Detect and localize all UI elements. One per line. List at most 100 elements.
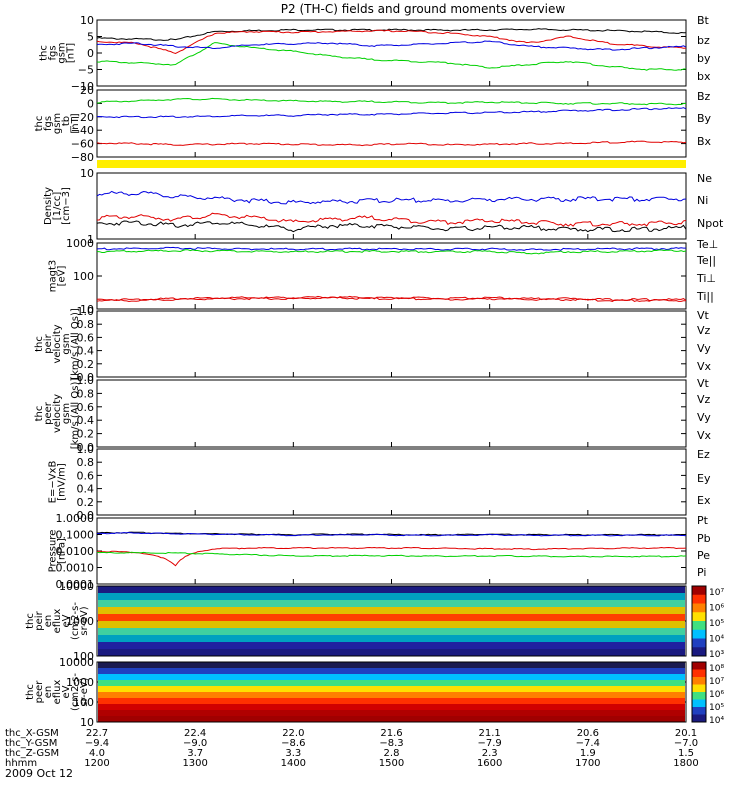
legend-Ez: Ez (697, 448, 710, 461)
y-tick-label: 0.8 (77, 318, 95, 331)
x-axis-value: −9.0 (183, 738, 207, 749)
y-axis-label: [nT] (66, 43, 77, 63)
spectrogram-band (98, 635, 685, 643)
flag-strip (97, 160, 686, 168)
x-axis-value: 1600 (477, 758, 502, 769)
colorbar-tick-label: 10⁴ (709, 716, 724, 726)
panel-5: 1.00.80.60.40.20.0thcpeirvelocitygsm[km/… (34, 305, 712, 384)
x-axis-value: 22.7 (86, 728, 108, 739)
y-axis-label: [nT] (70, 113, 81, 133)
y-tick-label: 0.2 (77, 358, 95, 371)
colorbar-frame (691, 661, 707, 723)
legend-Ex: Ex (697, 494, 711, 507)
y-tick-label: 1000 (66, 615, 94, 628)
panel-frame (96, 585, 687, 657)
spectrogram-band (98, 668, 685, 675)
y-axis-label: thc (25, 613, 36, 629)
colorbar-segment (692, 692, 706, 700)
y-axis-label: Density (43, 187, 54, 225)
legend-Te||: Te|| (696, 254, 716, 267)
panel-frame (96, 517, 687, 585)
legend-Ni: Ni (697, 194, 708, 207)
panel-8: 1.0000 0.1000 0.0100 0.0010 0.0001 Pressure[n… (48, 512, 711, 591)
spectrogram-band (98, 600, 685, 608)
x-axis-value: 2.8 (384, 748, 400, 759)
legend-Bx: Bx (697, 135, 712, 148)
spectrogram-band (98, 716, 685, 723)
y-axis-label: [1/cc] (52, 192, 63, 221)
y-tick-label: 0.0 (77, 509, 95, 522)
y-axis-label: thc (34, 406, 45, 422)
plot-title: P2 (TH-C) fields and ground moments over… (281, 2, 566, 16)
panel-6: 1.00.80.60.40.20.0thcpeervelocitygsm[km/… (34, 374, 712, 454)
y-tick-label: 10 (80, 303, 94, 316)
y-tick-label: 0.4 (77, 483, 95, 496)
y-tick-label: 100 (73, 270, 94, 283)
colorbar-tick-label: 10³ (709, 650, 724, 660)
legend-Vy: Vy (697, 342, 711, 355)
series-line-by (96, 42, 687, 71)
y-tick-label: 10 (80, 167, 94, 180)
panel-frame (96, 379, 687, 448)
colorbar-tick-label: 10⁴ (709, 635, 724, 645)
y-axis-label: peir (43, 333, 54, 353)
legend-Ey: Ey (697, 472, 711, 485)
legend-Pe: Pe (697, 549, 710, 562)
y-axis-label: gsm (57, 42, 68, 63)
legend-Pb: Pb (697, 532, 711, 545)
series-line-Ni (96, 220, 687, 233)
spectrogram-band (98, 692, 685, 699)
legend-By: By (697, 112, 712, 125)
y-axis-label: E=−VxB (48, 461, 59, 504)
series-line-Bt (96, 28, 687, 41)
colorbar-segment (692, 714, 706, 723)
y-axis-label: peer (34, 680, 45, 704)
spectrogram-band (98, 593, 685, 601)
panel-frame (96, 661, 687, 723)
y-tick-label: 0.2 (77, 428, 95, 441)
x-axis-value: 3.7 (187, 748, 203, 759)
series-line-Pe (96, 551, 687, 558)
x-axis-value: 20.1 (675, 728, 697, 739)
series-line-By (96, 97, 687, 106)
y-axis-label: fgs (48, 45, 59, 60)
y-tick-label: 0.0010 (56, 562, 95, 575)
y-axis-label: magt3 (48, 260, 59, 293)
series-line-Bx (96, 107, 687, 119)
colorbar-segment (692, 586, 706, 596)
y-tick-label: 0.0100 (56, 545, 95, 558)
panel-4: 1000 100 10 magt3[eV] Te⊥ Te|| Ti⊥ Ti|| (48, 237, 719, 316)
colorbar-segment (692, 638, 706, 648)
legend-Te⊥: Te⊥ (696, 238, 718, 251)
legend-Pi: Pi (697, 566, 706, 579)
colorbar-segment (692, 621, 706, 631)
series-line-Ne (96, 212, 687, 227)
y-axis-label: thc (34, 336, 45, 352)
colorbar-segment (692, 699, 706, 708)
x-axis-value: 22.0 (282, 728, 304, 739)
colorbar-segment (692, 594, 706, 604)
colorbar-tick-label: 10⁷ (709, 588, 724, 598)
x-axis-row-label: thc_Z-GSM (5, 748, 59, 759)
colorbar-segment (692, 629, 706, 639)
y-tick-label: 20 (80, 84, 94, 97)
y-tick-label: 0.1000 (56, 529, 95, 542)
y-tick-label: 0.6 (77, 469, 95, 482)
series-line-Pi (97, 532, 687, 537)
spectrogram-band (98, 586, 685, 594)
x-axis-value: 1.9 (580, 748, 596, 759)
colorbar-tick-label: 10⁷ (709, 677, 724, 687)
x-axis-value: 4.0 (89, 748, 105, 759)
legend-Vz: Vz (697, 324, 711, 337)
colorbar-segment (692, 677, 706, 685)
spectrogram-band (98, 662, 685, 669)
y-axis-label: Pressure (48, 530, 59, 573)
legend-Npot: Npot (697, 217, 724, 230)
y-axis-label: [cm−3] (61, 187, 72, 225)
y-tick-label: 10000 (59, 580, 94, 593)
y-axis-label: (cm2-s- (70, 673, 81, 711)
spectrogram-band (98, 686, 685, 693)
y-tick-label: 0.6 (77, 401, 95, 414)
